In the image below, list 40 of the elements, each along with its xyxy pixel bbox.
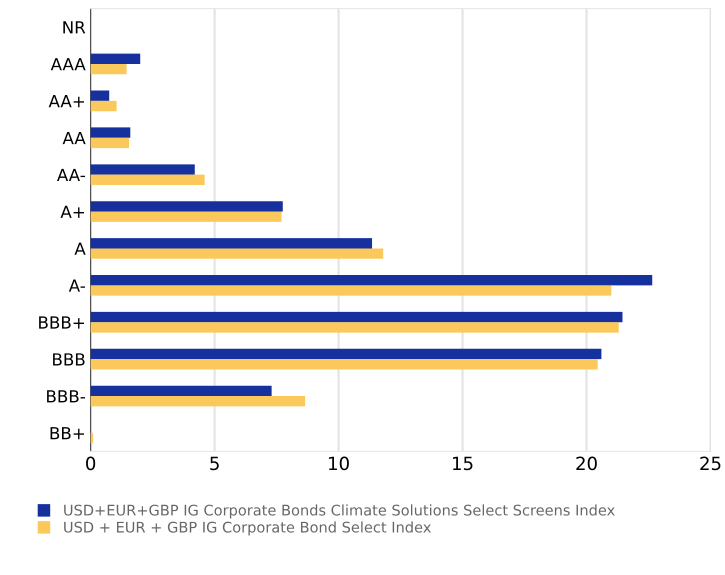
bar [90,64,127,74]
y-tick-label: AA+ [48,95,84,108]
y-tick-label: BBB- [47,390,85,402]
bar [90,174,205,185]
x-tick-label: 15 [453,456,472,470]
bar [90,396,306,406]
y-tick-label: A+ [60,206,84,218]
y-tick-label: BBB [53,353,85,366]
bar [90,348,602,360]
bar [90,100,117,112]
x-tick-label: 25 [700,456,720,470]
bar [90,359,598,370]
bar [90,164,195,175]
bar [90,90,110,101]
y-tick-label: AAA [50,58,86,70]
bar [90,312,622,322]
bar [90,54,140,64]
y-tick-label: BB+ [50,427,84,440]
y-tick-label: A [74,242,86,255]
bar [90,127,130,138]
x-tick-label: 0 [86,456,96,470]
y-tick-label: NR [63,21,86,34]
bar [90,201,283,212]
y-tick-label: A- [68,280,85,292]
bar [90,138,130,148]
bar [90,275,652,286]
bar [90,386,272,396]
y-tick-label: AA- [56,168,85,181]
bar [90,238,372,248]
y-tick-label: BBB+ [39,316,84,329]
legend-label: USD + EUR + GBP IG Corporate Bond Select Index [64,521,431,536]
bar [90,285,612,296]
x-tick-label: 10 [329,456,349,470]
x-tick-label: 20 [576,456,597,470]
bar [90,322,619,333]
y-tick-label: AA [62,132,86,144]
bar [90,248,384,259]
x-tick-label: 5 [210,456,219,470]
legend-label: USD+EUR+GBP IG Corporate Bonds Climate Solutions Select Screens Index [64,504,615,518]
bar [90,212,282,222]
